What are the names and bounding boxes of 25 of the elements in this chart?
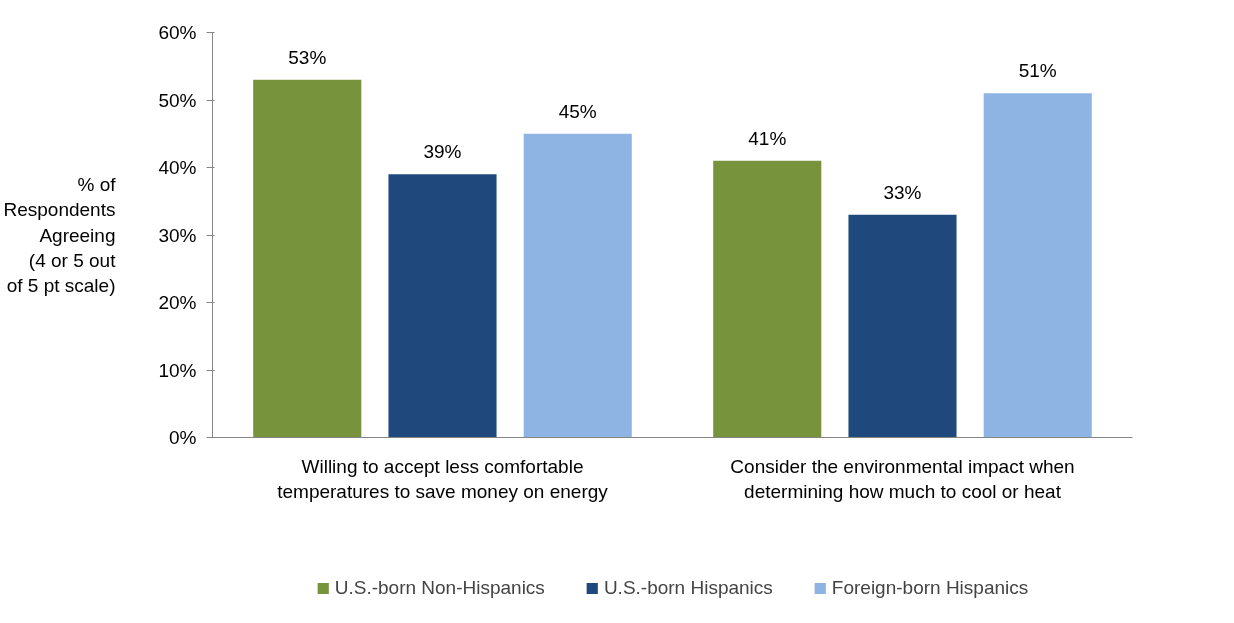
legend-label: Foreign-born Hispanics [831, 576, 1029, 599]
data-label: 53% [288, 46, 327, 68]
bar [983, 93, 1092, 438]
y-tick-label: 10% [158, 359, 197, 381]
bar [388, 174, 497, 438]
legend-label: U.S.-born Hispanics [603, 576, 773, 599]
data-label: 39% [423, 141, 462, 163]
legend-label: U.S.-born Non-Hispanics [334, 576, 545, 599]
y-tick-label: 60% [158, 22, 197, 43]
y-tick-label: 0% [169, 427, 197, 448]
data-label: 41% [748, 127, 787, 149]
y-tick-label: 20% [158, 292, 197, 313]
bar [253, 79, 362, 438]
x-tick-label: Willing to accept less comfortable temperatures to save money on energy [277, 455, 609, 502]
data-label: 33% [883, 181, 922, 203]
bar [523, 133, 632, 438]
y-tick-label: 30% [158, 224, 197, 246]
data-label: 45% [558, 100, 597, 122]
x-tick-label: Consider the environmental impact when determining how much to cool or heat [730, 455, 1075, 502]
y-axis-title: % of Respondents Agreeing (4 or 5 out of 5 pt scale) [3, 174, 117, 296]
bar [713, 160, 822, 438]
bar [848, 214, 957, 438]
y-tick-label: 50% [158, 89, 197, 111]
y-tick-label: 40% [158, 157, 197, 178]
data-label: 51% [1018, 60, 1057, 82]
